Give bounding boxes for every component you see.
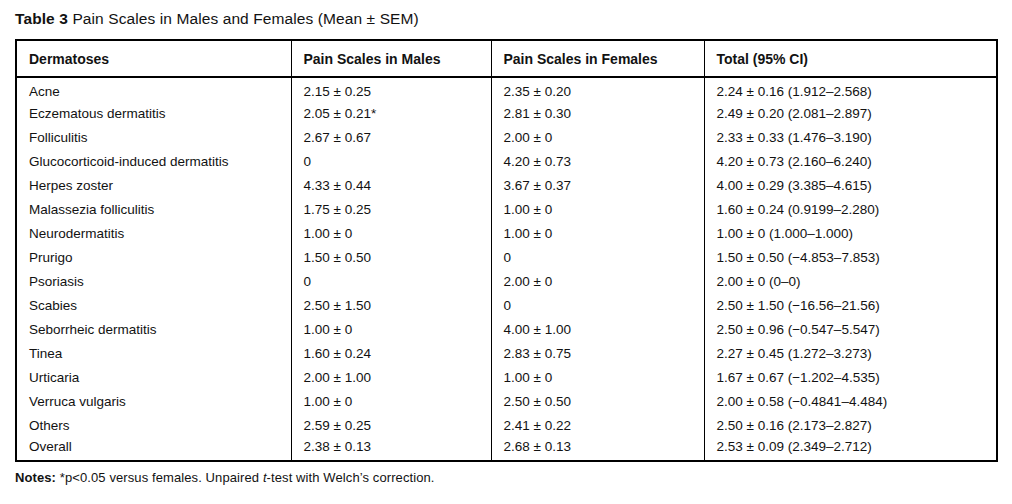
cell-dermatosis: Prurigo xyxy=(16,245,291,269)
table-row: Eczematous dermatitis2.05 ± 0.21*2.81 ± … xyxy=(16,101,997,125)
cell-males-value: 2.50 ± 1.50 xyxy=(291,293,491,317)
cell-total-value: 2.00 ± 0.58 (−0.4841–4.484) xyxy=(704,389,997,413)
cell-total-value: 2.53 ± 0.09 (2.349–2.712) xyxy=(704,437,997,461)
cell-dermatosis: Urticaria xyxy=(16,365,291,389)
cell-males-value: 0 xyxy=(291,269,491,293)
cell-dermatosis: Neurodermatitis xyxy=(16,221,291,245)
cell-females-value: 2.83 ± 0.75 xyxy=(491,341,704,365)
header-pain-scales-females: Pain Scales in Females xyxy=(491,40,704,77)
cell-females-value: 2.50 ± 0.50 xyxy=(491,389,704,413)
cell-total-value: 2.49 ± 0.20 (2.081–2.897) xyxy=(704,101,997,125)
cell-males-value: 2.00 ± 1.00 xyxy=(291,365,491,389)
table-row: Urticaria2.00 ± 1.001.00 ± 01.67 ± 0.67 … xyxy=(16,365,997,389)
table-row: Acne2.15 ± 0.252.35 ± 0.202.24 ± 0.16 (1… xyxy=(16,77,997,101)
cell-males-value: 1.50 ± 0.50 xyxy=(291,245,491,269)
cell-females-value: 2.81 ± 0.30 xyxy=(491,101,704,125)
cell-females-value: 1.00 ± 0 xyxy=(491,197,704,221)
cell-males-value: 2.15 ± 0.25 xyxy=(291,77,491,101)
cell-females-value: 1.00 ± 0 xyxy=(491,365,704,389)
cell-males-value: 1.00 ± 0 xyxy=(291,317,491,341)
cell-dermatosis: Scabies xyxy=(16,293,291,317)
cell-females-value: 2.35 ± 0.20 xyxy=(491,77,704,101)
cell-females-value: 2.68 ± 0.13 xyxy=(491,437,704,461)
cell-females-value: 2.41 ± 0.22 xyxy=(491,413,704,437)
cell-females-value: 4.00 ± 1.00 xyxy=(491,317,704,341)
cell-females-value: 4.20 ± 0.73 xyxy=(491,149,704,173)
cell-total-value: 2.50 ± 0.16 (2.173–2.827) xyxy=(704,413,997,437)
cell-males-value: 0 xyxy=(291,149,491,173)
cell-total-value: 1.00 ± 0 (1.000–1.000) xyxy=(704,221,997,245)
cell-total-value: 2.50 ± 1.50 (−16.56–21.56) xyxy=(704,293,997,317)
cell-males-value: 1.00 ± 0 xyxy=(291,389,491,413)
header-pain-scales-males: Pain Scales in Males xyxy=(291,40,491,77)
cell-dermatosis: Acne xyxy=(16,77,291,101)
cell-males-value: 2.05 ± 0.21* xyxy=(291,101,491,125)
table-row: Neurodermatitis1.00 ± 01.00 ± 01.00 ± 0 … xyxy=(16,221,997,245)
cell-total-value: 4.20 ± 0.73 (2.160–6.240) xyxy=(704,149,997,173)
cell-total-value: 2.00 ± 0 (0–0) xyxy=(704,269,997,293)
header-total-95ci: Total (95% CI) xyxy=(704,40,997,77)
cell-total-value: 2.50 ± 0.96 (−0.547–5.547) xyxy=(704,317,997,341)
table-row: Glucocorticoid-induced dermatitis04.20 ±… xyxy=(16,149,997,173)
table-row: Herpes zoster4.33 ± 0.443.67 ± 0.374.00 … xyxy=(16,173,997,197)
cell-males-value: 2.59 ± 0.25 xyxy=(291,413,491,437)
cell-dermatosis: Verruca vulgaris xyxy=(16,389,291,413)
cell-females-value: 0 xyxy=(491,293,704,317)
table-title-text: Pain Scales in Males and Females (Mean ±… xyxy=(72,10,418,27)
notes-part2: -test with Welch’s correction. xyxy=(267,470,435,485)
cell-dermatosis: Tinea xyxy=(16,341,291,365)
cell-total-value: 2.27 ± 0.45 (1.272–3.273) xyxy=(704,341,997,365)
cell-dermatosis: Psoriasis xyxy=(16,269,291,293)
notes-part1: *p<0.05 versus females. Unpaired xyxy=(60,470,263,485)
cell-females-value: 2.00 ± 0 xyxy=(491,125,704,149)
notes: Notes: *p<0.05 versus females. Unpaired … xyxy=(15,470,997,485)
cell-dermatosis: Glucocorticoid-induced dermatitis xyxy=(16,149,291,173)
cell-total-value: 1.50 ± 0.50 (−4.853–7.853) xyxy=(704,245,997,269)
cell-dermatosis: Overall xyxy=(16,437,291,461)
cell-females-value: 0 xyxy=(491,245,704,269)
cell-males-value: 1.75 ± 0.25 xyxy=(291,197,491,221)
cell-females-value: 3.67 ± 0.37 xyxy=(491,173,704,197)
cell-males-value: 4.33 ± 0.44 xyxy=(291,173,491,197)
table-row: Seborrheic dermatitis1.00 ± 04.00 ± 1.00… xyxy=(16,317,997,341)
cell-total-value: 1.67 ± 0.67 (−1.202–4.535) xyxy=(704,365,997,389)
page: Table 3 Pain Scales in Males and Females… xyxy=(0,0,1012,504)
cell-males-value: 1.00 ± 0 xyxy=(291,221,491,245)
table-title: Table 3 Pain Scales in Males and Females… xyxy=(15,10,997,28)
table-row: Prurigo1.50 ± 0.5001.50 ± 0.50 (−4.853–7… xyxy=(16,245,997,269)
cell-total-value: 1.60 ± 0.24 (0.9199–2.280) xyxy=(704,197,997,221)
notes-label: Notes: xyxy=(15,470,56,485)
pain-scales-table: Dermatoses Pain Scales in Males Pain Sca… xyxy=(15,39,998,462)
header-row: Dermatoses Pain Scales in Males Pain Sca… xyxy=(16,40,997,77)
cell-total-value: 2.24 ± 0.16 (1.912–2.568) xyxy=(704,77,997,101)
table-row: Others2.59 ± 0.252.41 ± 0.222.50 ± 0.16 … xyxy=(16,413,997,437)
cell-dermatosis: Herpes zoster xyxy=(16,173,291,197)
cell-dermatosis: Malassezia folliculitis xyxy=(16,197,291,221)
table-row: Malassezia folliculitis1.75 ± 0.251.00 ±… xyxy=(16,197,997,221)
cell-dermatosis: Eczematous dermatitis xyxy=(16,101,291,125)
cell-total-value: 2.33 ± 0.33 (1.476–3.190) xyxy=(704,125,997,149)
header-dermatoses: Dermatoses xyxy=(16,40,291,77)
cell-females-value: 2.00 ± 0 xyxy=(491,269,704,293)
table-body: Acne2.15 ± 0.252.35 ± 0.202.24 ± 0.16 (1… xyxy=(16,77,997,461)
table-row: Scabies2.50 ± 1.5002.50 ± 1.50 (−16.56–2… xyxy=(16,293,997,317)
cell-total-value: 4.00 ± 0.29 (3.385–4.615) xyxy=(704,173,997,197)
table-row: Folliculitis2.67 ± 0.672.00 ± 02.33 ± 0.… xyxy=(16,125,997,149)
table-row: Overall2.38 ± 0.132.68 ± 0.132.53 ± 0.09… xyxy=(16,437,997,461)
table-title-label: Table 3 xyxy=(15,10,68,27)
cell-females-value: 1.00 ± 0 xyxy=(491,221,704,245)
table-row: Verruca vulgaris1.00 ± 02.50 ± 0.502.00 … xyxy=(16,389,997,413)
cell-males-value: 2.67 ± 0.67 xyxy=(291,125,491,149)
cell-males-value: 1.60 ± 0.24 xyxy=(291,341,491,365)
cell-males-value: 2.38 ± 0.13 xyxy=(291,437,491,461)
cell-dermatosis: Folliculitis xyxy=(16,125,291,149)
table-row: Psoriasis02.00 ± 02.00 ± 0 (0–0) xyxy=(16,269,997,293)
cell-dermatosis: Seborrheic dermatitis xyxy=(16,317,291,341)
table-row: Tinea1.60 ± 0.242.83 ± 0.752.27 ± 0.45 (… xyxy=(16,341,997,365)
cell-dermatosis: Others xyxy=(16,413,291,437)
